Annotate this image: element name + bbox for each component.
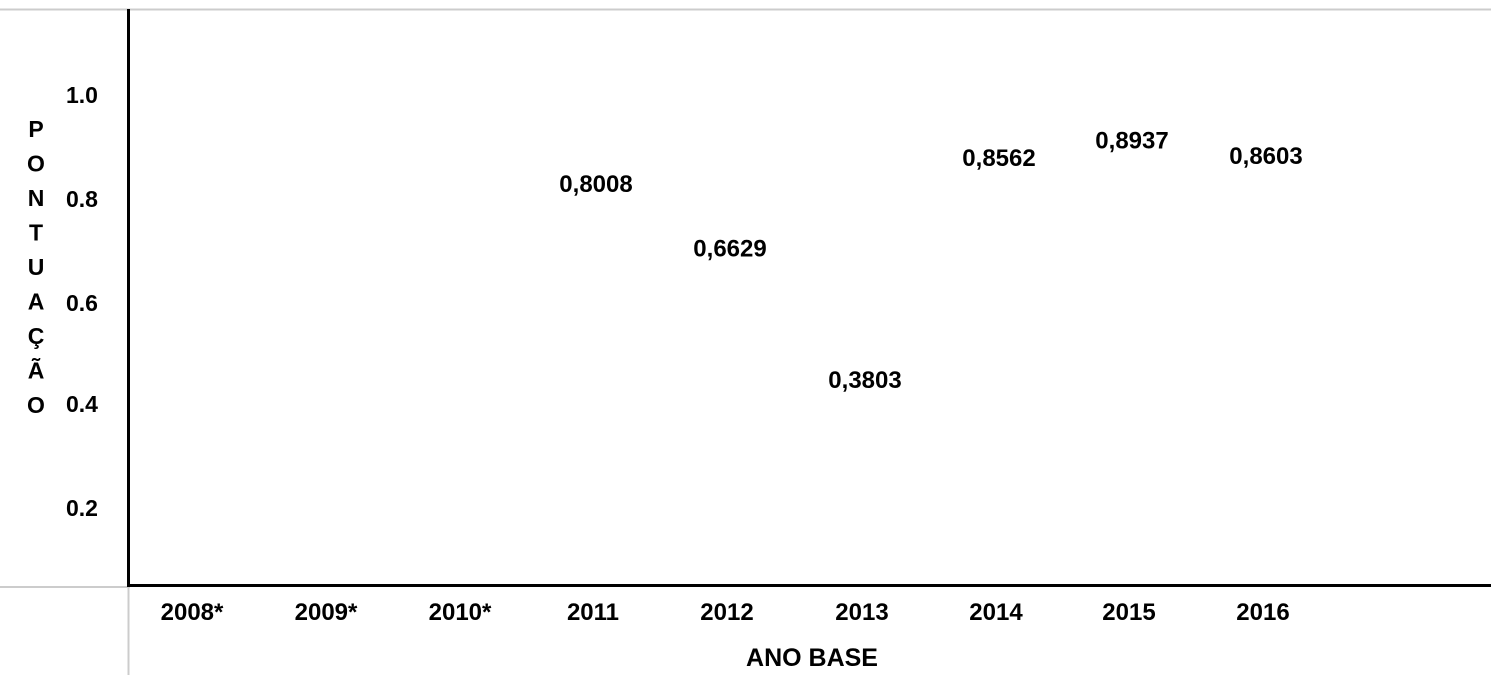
data-value-label: 0,8562 xyxy=(962,145,1035,172)
data-value-label: 0,6629 xyxy=(693,235,766,262)
x-axis-label: ANO BASE xyxy=(746,644,878,672)
y-tick-label: 0.2 xyxy=(66,495,98,521)
y-axis-label-letter: Ã xyxy=(28,357,45,384)
y-axis-label-letter: O xyxy=(27,392,45,418)
data-value-label: 0,3803 xyxy=(828,367,901,394)
y-tick-label: 1.0 xyxy=(66,82,98,108)
y-axis-label-letter: U xyxy=(28,254,45,280)
x-tick-label: 2014 xyxy=(969,599,1023,626)
x-tick-label: 2012 xyxy=(700,599,753,626)
data-value-label: 0,8937 xyxy=(1095,128,1168,155)
y-axis-label-letter: A xyxy=(28,289,45,315)
data-value-label: 0,8008 xyxy=(559,171,632,198)
x-tick-label: 2009* xyxy=(295,599,358,626)
y-tick-labels: 1.0 0.8 0.6 0.4 0.2 xyxy=(66,82,98,521)
y-axis-label-letter: N xyxy=(28,185,45,211)
y-axis-label-letter: T xyxy=(29,220,43,246)
y-tick-label: 0.6 xyxy=(66,290,98,316)
x-tick-label: 2011 xyxy=(567,599,619,626)
x-tick-label: 2013 xyxy=(835,599,888,626)
y-tick-label: 0.4 xyxy=(66,391,98,417)
x-tick-label: 2010* xyxy=(429,599,492,626)
x-tick-labels: 2008* 2009* 2010* 2011 2012 2013 2014 2015 2016 xyxy=(161,599,1290,626)
data-value-label: 0,8603 xyxy=(1229,143,1302,170)
data-value-labels: 0,8008 0,6629 0,3803 0,8562 0,8937 0,8603 xyxy=(559,128,1302,395)
y-axis-label-letter: P xyxy=(28,116,43,142)
y-axis-label-letter: O xyxy=(27,151,45,177)
x-tick-label: 2015 xyxy=(1102,599,1155,626)
x-tick-label: 2016 xyxy=(1236,599,1289,626)
y-tick-label: 0.8 xyxy=(66,186,98,212)
y-axis-label-letter: Ç xyxy=(28,323,45,349)
x-tick-label: 2008* xyxy=(161,599,224,626)
